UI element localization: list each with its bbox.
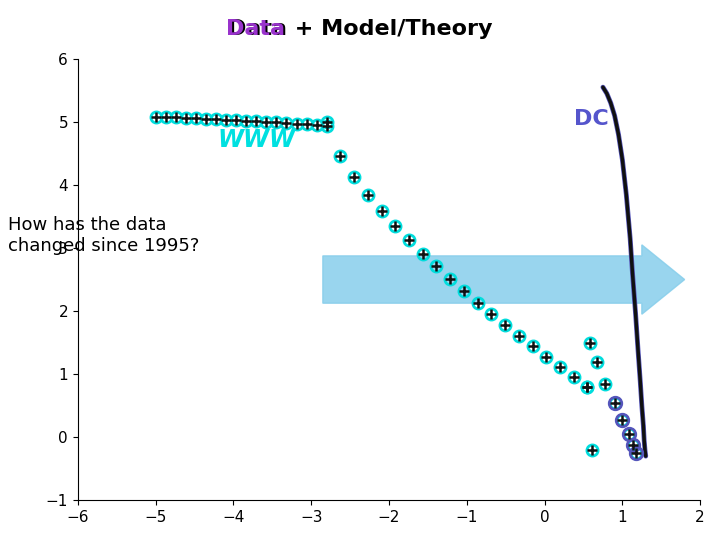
- FancyArrow shape: [323, 245, 685, 314]
- Text: How has the data
changed since 1995?: How has the data changed since 1995?: [8, 216, 199, 255]
- Text: DC: DC: [574, 109, 609, 129]
- Text: Data: Data: [226, 19, 285, 39]
- Text: Data + Model/Theory: Data + Model/Theory: [228, 19, 492, 39]
- Text: WWW: WWW: [218, 128, 296, 152]
